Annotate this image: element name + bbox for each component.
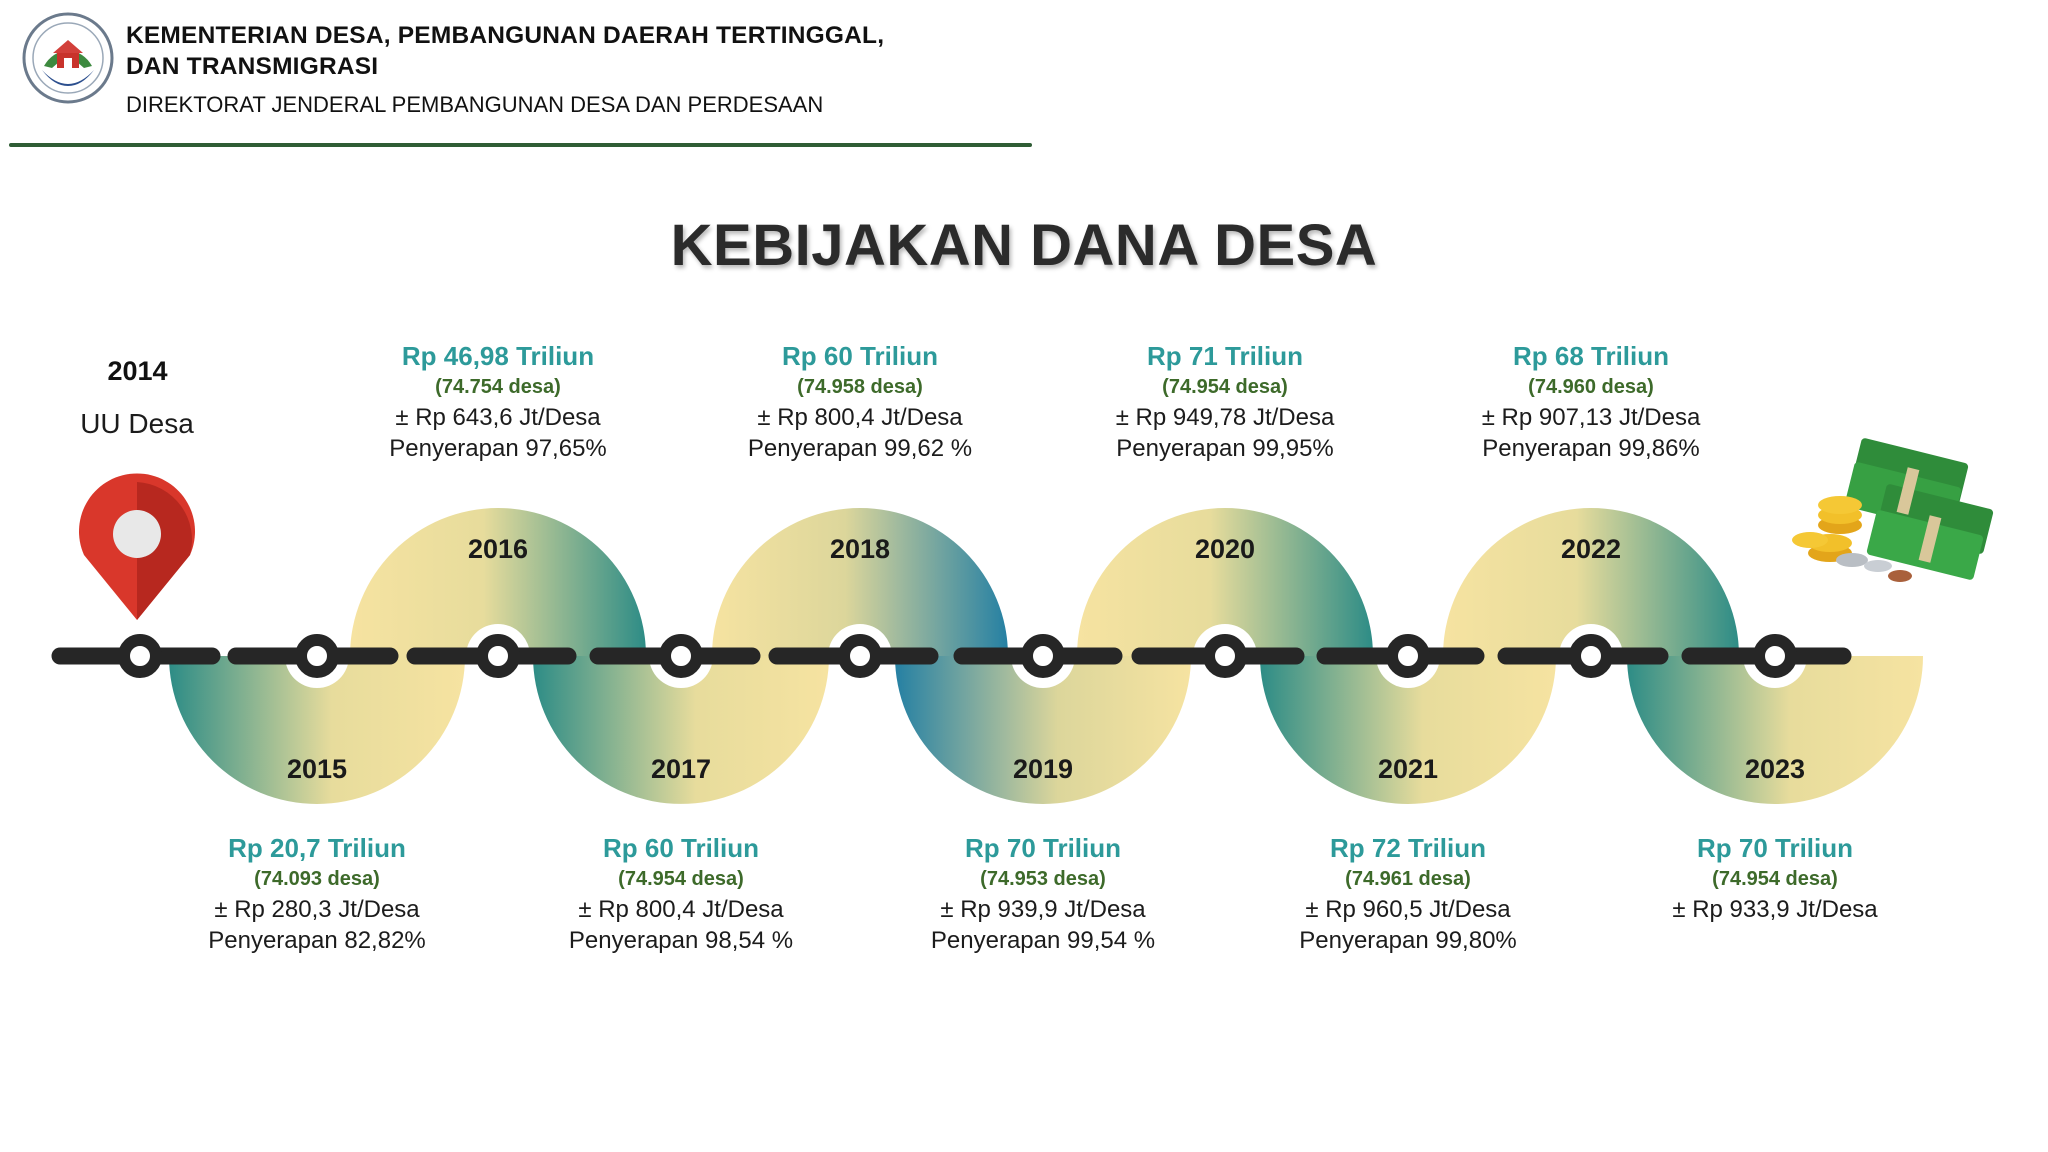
year-per-desa-2016: ± Rp 643,6 Jt/Desa [395, 404, 601, 431]
year-label-2017: 2017 [651, 754, 711, 784]
year-label-2015: 2015 [287, 754, 347, 784]
year-desa-2020: (74.954 desa) [1162, 376, 1288, 398]
directorate-name: DIREKTORAT JENDERAL PEMBANGUNAN DESA DAN… [126, 92, 824, 117]
year-desa-2022: (74.960 desa) [1528, 376, 1654, 398]
year-arch-2018 [712, 508, 1008, 656]
timeline-road [51, 634, 1852, 678]
page-title: KEBIJAKAN DANA DESA [670, 213, 1378, 278]
year-label-2018: 2018 [830, 534, 890, 564]
year-amount-2021: Rp 72 Triliun [1329, 833, 1487, 863]
year-label-2023: 2023 [1745, 754, 1805, 784]
year-desa-2023: (74.954 desa) [1712, 868, 1838, 890]
year-amount-2015: Rp 20,7 Triliun [228, 833, 406, 863]
timeline-node [1569, 634, 1613, 678]
year-info-2019: Rp 70 Triliun (74.953 desa) ± Rp 939,9 Jt/… [883, 832, 1203, 956]
year-arches [169, 508, 1923, 804]
year-serapan-2020: Penyerapan 99,95% [1116, 435, 1334, 462]
year-per-desa-2017: ± Rp 800,4 Jt/Desa [578, 896, 784, 923]
year-arch-2022 [1443, 508, 1739, 656]
year-info-2020: Rp 71 Triliun (74.954 desa) ± Rp 949,78 Jt… [1065, 340, 1385, 464]
year-per-desa-2021: ± Rp 960,5 Jt/Desa [1305, 896, 1511, 923]
year-label-2020: 2020 [1195, 534, 1255, 564]
year-serapan-2017: Penyerapan 98,54 % [568, 927, 794, 954]
year-label-2022: 2022 [1561, 534, 1621, 564]
timeline-node [118, 634, 162, 678]
year-arch-2016 [350, 508, 646, 656]
ministry-name: KEMENTERIAN DESA, PEMBANGUNAN DAERAH TER… [126, 20, 884, 82]
year-desa-2017: (74.954 desa) [618, 868, 744, 890]
start-label: UU Desa [80, 408, 194, 439]
year-per-desa-2023: ± Rp 933,9 Jt/Desa [1672, 896, 1878, 923]
year-serapan-2021: Penyerapan 99,80% [1299, 927, 1517, 954]
year-desa-2021: (74.961 desa) [1345, 868, 1471, 890]
year-labels: 2015 2016 2017 2018 2019 2020 2021 2022 2023 [287, 534, 1805, 784]
year-serapan-2022: Penyerapan 99,86% [1482, 435, 1700, 462]
year-desa-2019: (74.953 desa) [980, 868, 1106, 890]
ministry-header: KEMENTERIAN DESA, PEMBANGUNAN DAERAH TER… [0, 0, 1040, 150]
year-serapan-2015: Penyerapan 82,82% [208, 927, 426, 954]
ministry-name-line1: KEMENTERIAN DESA, PEMBANGUNAN DAERAH TER… [126, 22, 885, 49]
year-per-desa-2019: ± Rp 939,9 Jt/Desa [940, 896, 1146, 923]
year-amount-2022: Rp 68 Triliun [1512, 341, 1670, 371]
timeline-node [1203, 634, 1247, 678]
year-amount-2017: Rp 60 Triliun [602, 833, 760, 863]
year-amount-2019: Rp 70 Triliun [964, 833, 1122, 863]
year-amount-2016: Rp 46,98 Triliun [401, 341, 595, 371]
year-arch-2015 [169, 656, 465, 804]
year-serapan-2018: Penyerapan 99,62 % [747, 435, 973, 462]
money-stack-icon [1792, 438, 1994, 582]
year-per-desa-2018: ± Rp 800,4 Jt/Desa [757, 404, 963, 431]
header-divider [9, 143, 1032, 147]
year-info-2015: Rp 20,7 Triliun (74.093 desa) ± Rp 280,3 J… [157, 832, 477, 956]
year-info-2021: Rp 72 Triliun (74.961 desa) ± Rp 960,5 Jt/… [1248, 832, 1568, 956]
year-arch-2023 [1627, 656, 1923, 804]
year-label-2016: 2016 [468, 534, 528, 564]
map-pin-icon [78, 473, 196, 620]
year-info-2018: Rp 60 Triliun (74.958 desa) ± Rp 800,4 Jt/… [700, 340, 1020, 464]
timeline-node [1753, 634, 1797, 678]
timeline-node [295, 634, 339, 678]
year-desa-2018: (74.958 desa) [797, 376, 923, 398]
timeline-node [1021, 634, 1065, 678]
year-arch-2020 [1077, 508, 1373, 656]
ministry-name-line2: DAN TRANSMIGRASI [126, 53, 379, 80]
year-arch-2017 [533, 656, 829, 804]
timeline-node [476, 634, 520, 678]
year-info-2023: Rp 70 Triliun (74.954 desa) ± Rp 933,9 Jt/… [1615, 832, 1935, 925]
year-amount-2018: Rp 60 Triliun [781, 341, 939, 371]
year-per-desa-2022: ± Rp 907,13 Jt/Desa [1481, 404, 1701, 431]
year-info-2016: Rp 46,98 Triliun (74.754 desa) ± Rp 643,6 … [338, 340, 658, 464]
year-label-2021: 2021 [1378, 754, 1438, 784]
timeline-node [1386, 634, 1430, 678]
timeline-node [659, 634, 703, 678]
year-info-2017: Rp 60 Triliun (74.954 desa) ± Rp 800,4 Jt/… [521, 832, 841, 956]
year-amount-2023: Rp 70 Triliun [1696, 833, 1854, 863]
year-desa-2015: (74.093 desa) [254, 868, 380, 890]
year-arch-2019 [895, 656, 1191, 804]
year-per-desa-2020: ± Rp 949,78 Jt/Desa [1115, 404, 1335, 431]
start-year: 2014 [107, 356, 168, 386]
year-serapan-2019: Penyerapan 99,54 % [930, 927, 1156, 954]
year-amount-2020: Rp 71 Triliun [1146, 341, 1304, 371]
year-per-desa-2015: ± Rp 280,3 Jt/Desa [214, 896, 420, 923]
year-label-2019: 2019 [1013, 754, 1073, 784]
timeline-node [838, 634, 882, 678]
year-serapan-2016: Penyerapan 97,65% [389, 435, 607, 462]
year-arch-2021 [1260, 656, 1556, 804]
ministry-seal-logo [22, 12, 114, 104]
year-info-2022: Rp 68 Triliun (74.960 desa) ± Rp 907,13 Jt… [1431, 340, 1751, 464]
year-desa-2016: (74.754 desa) [435, 376, 561, 398]
